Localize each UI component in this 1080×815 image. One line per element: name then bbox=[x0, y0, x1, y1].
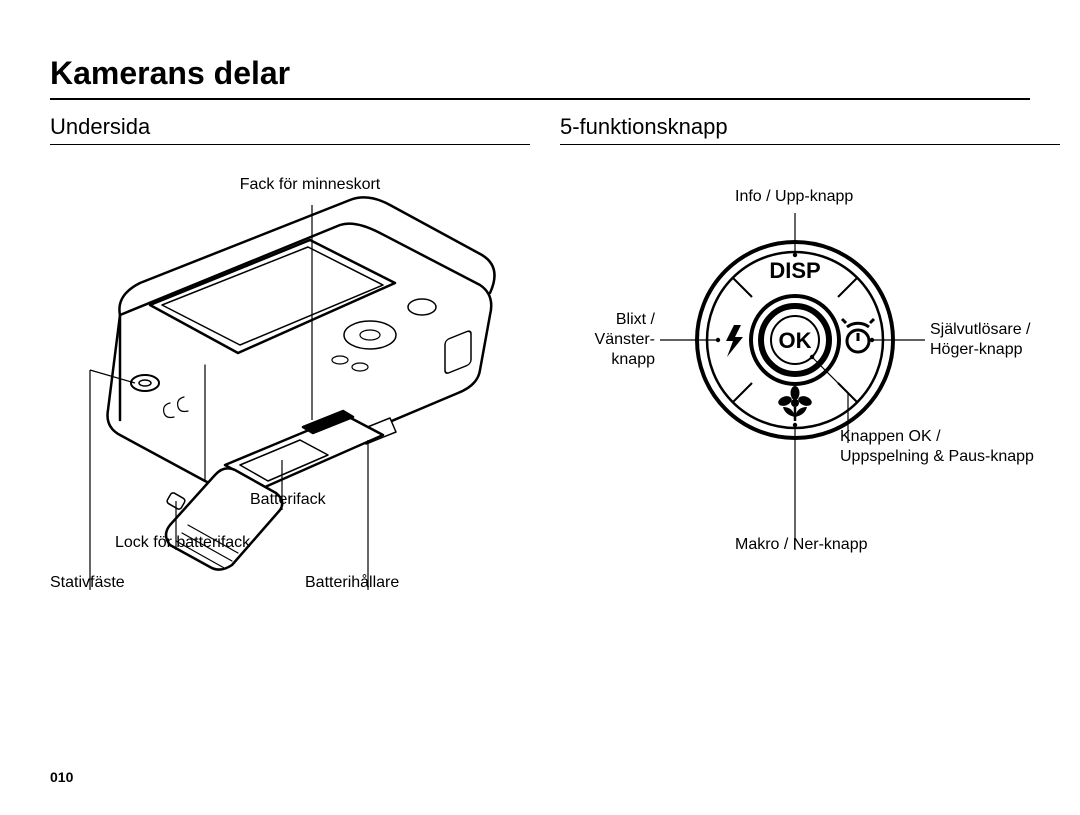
label-battery-compartment: Batterifack bbox=[250, 490, 326, 510]
dial-illustration: DISP OK bbox=[560, 165, 1060, 585]
page-title: Kamerans delar bbox=[50, 55, 1030, 100]
label-up-button: Info / Upp-knapp bbox=[735, 187, 853, 207]
function-button-section: 5-funktionsknapp Info / Upp-knapp Blixt … bbox=[560, 114, 1060, 685]
label-down-button: Makro / Ner-knapp bbox=[735, 535, 868, 555]
label-left-button: Blixt / Vänster- knapp bbox=[560, 310, 655, 370]
label-right-button: Självutlösare / Höger-knapp bbox=[930, 320, 1031, 360]
function-button-diagram: Info / Upp-knapp Blixt / Vänster- knapp … bbox=[560, 165, 1060, 685]
ok-text: OK bbox=[779, 328, 812, 353]
label-ok-button: Knappen OK / Uppspelning & Paus-knapp bbox=[840, 427, 1034, 467]
disp-text: DISP bbox=[769, 258, 820, 283]
underside-section: Undersida Fack för minneskort Batterifac… bbox=[50, 114, 530, 685]
underside-diagram: Fack för minneskort Batterifack Lock för… bbox=[50, 165, 530, 685]
label-battery-holder: Batterihållare bbox=[305, 573, 399, 593]
underside-heading: Undersida bbox=[50, 114, 530, 145]
label-memory-card-slot: Fack för minneskort bbox=[200, 175, 420, 195]
label-battery-cover: Lock för batterifack bbox=[115, 533, 250, 553]
label-tripod-mount: Stativfäste bbox=[50, 573, 125, 593]
function-button-heading: 5-funktionsknapp bbox=[560, 114, 1060, 145]
page-number: 010 bbox=[50, 769, 73, 785]
